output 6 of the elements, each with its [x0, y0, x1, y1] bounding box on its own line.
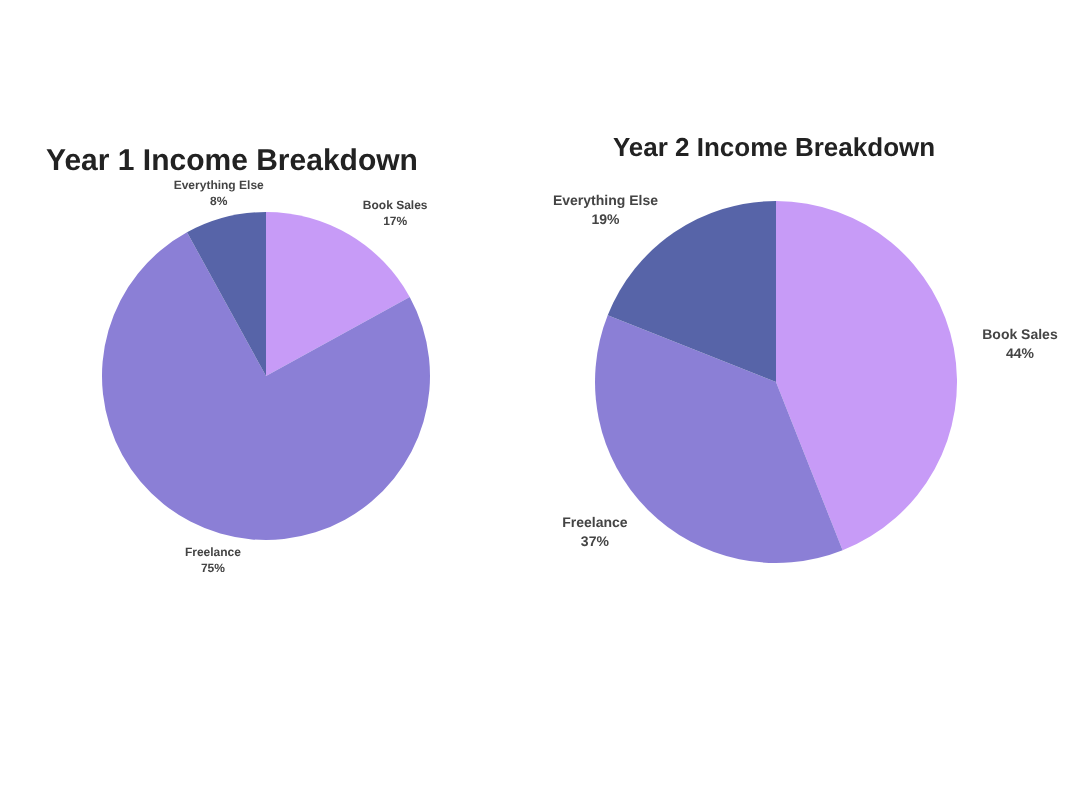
- pie-slice: [776, 201, 957, 551]
- pie-slice: [102, 232, 430, 540]
- pie-slice: [266, 212, 410, 376]
- chart-title: Year 2 Income Breakdown: [612, 132, 936, 162]
- chart-title: Year 1 Income Breakdown: [46, 144, 418, 178]
- pie-slice: [186, 212, 266, 376]
